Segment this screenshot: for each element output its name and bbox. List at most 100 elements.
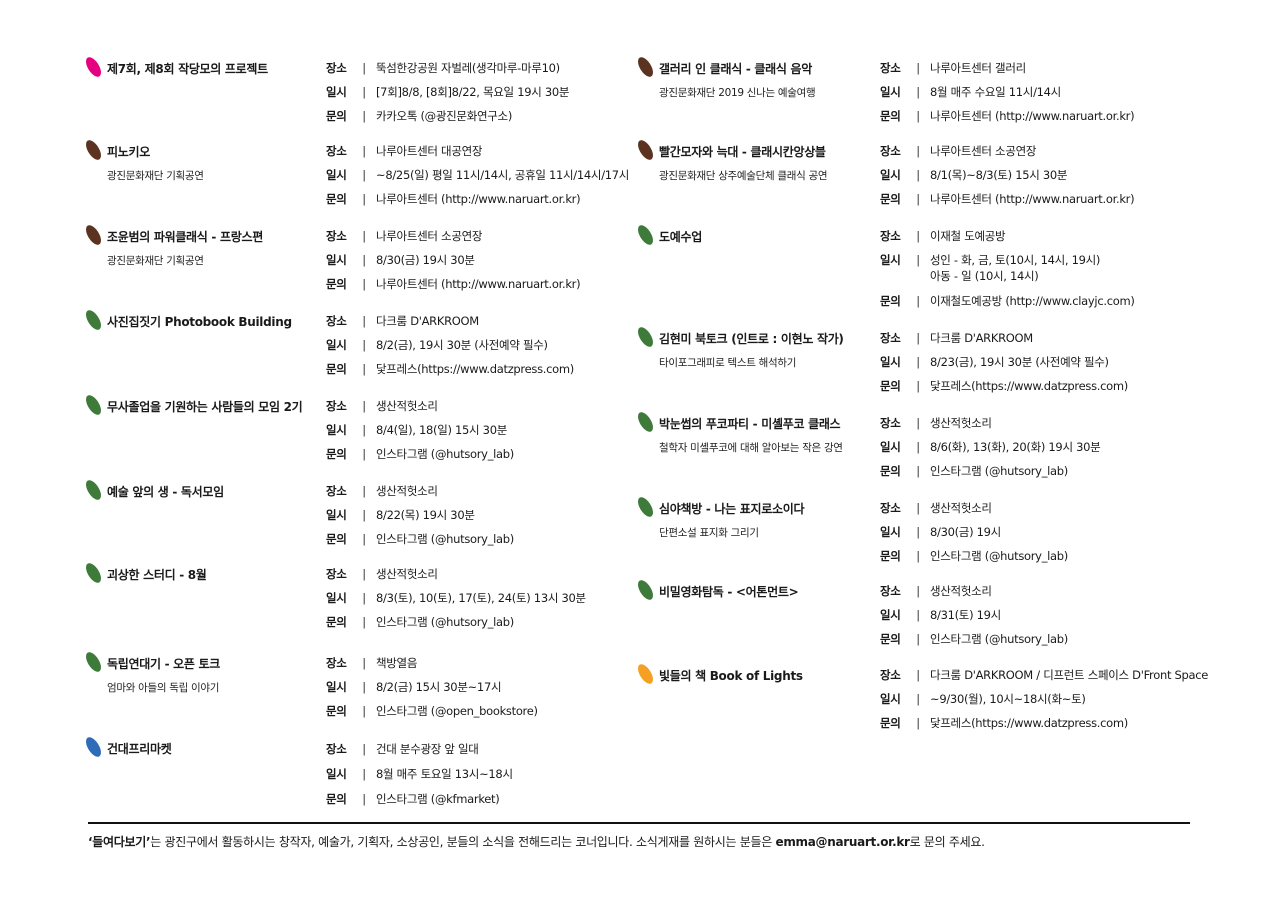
info-value: 8월 매주 수요일 11시/14시 bbox=[930, 84, 1061, 100]
info-label: 문의 bbox=[880, 464, 901, 478]
separator: | bbox=[362, 61, 366, 75]
date-line: 8/6(화), 13(화), 20(화) 19시 30분 bbox=[930, 440, 1101, 454]
event-contact-row: 문의 | 인스타그램 (@hutsory_lab) bbox=[880, 631, 1068, 647]
date-line: [7회]8/8, [8회]8/22, 목요일 19시 30분 bbox=[376, 85, 570, 99]
separator: | bbox=[362, 615, 366, 629]
info-value[interactable]: 인스타그램 (@hutsory_lab) bbox=[930, 632, 1068, 646]
info-label: 문의 bbox=[880, 379, 901, 393]
info-label: 문의 bbox=[880, 192, 901, 206]
info-label: 문의 bbox=[326, 532, 347, 546]
info-value: 생산적헛소리 bbox=[376, 567, 438, 581]
info-value: 생산적헛소리 bbox=[930, 584, 992, 598]
event-title: 김현미 북토크 (인트로 : 이현노 작가) bbox=[659, 332, 844, 346]
footer-email[interactable]: emma@naruart.or.kr bbox=[775, 835, 910, 849]
event-marker-icon bbox=[635, 494, 656, 520]
info-value[interactable]: 닻프레스(https://www.datzpress.com) bbox=[930, 716, 1128, 730]
separator: | bbox=[362, 423, 366, 437]
date-line: 8/2(금), 19시 30분 (사전예약 필수) bbox=[376, 338, 548, 352]
info-label: 문의 bbox=[880, 632, 901, 646]
info-value[interactable]: 인스타그램 (@kfmarket) bbox=[376, 792, 500, 806]
info-label: 일시 bbox=[880, 692, 901, 706]
info-label: 일시 bbox=[880, 525, 901, 539]
date-line: 성인 - 화, 금, 토(10시, 14시, 19시) bbox=[930, 253, 1101, 267]
info-value[interactable]: 인스타그램 (@hutsory_lab) bbox=[376, 447, 514, 461]
info-value[interactable]: 인스타그램 (@hutsory_lab) bbox=[930, 549, 1068, 563]
separator: | bbox=[916, 355, 920, 369]
info-value[interactable]: 나루아트센터 (http://www.naruart.or.kr) bbox=[376, 192, 581, 206]
separator: | bbox=[916, 294, 920, 308]
info-value[interactable]: 인스타그램 (@hutsory_lab) bbox=[376, 615, 514, 629]
event-place-row: 장소 | 생산적헛소리 bbox=[880, 583, 992, 599]
info-label: 일시 bbox=[326, 85, 347, 99]
event-marker-icon bbox=[83, 307, 104, 333]
event-contact-row: 문의 | 닻프레스(https://www.datzpress.com) bbox=[880, 378, 1128, 394]
event-marker-icon bbox=[635, 661, 656, 687]
info-value: 다크룸 D'ARKROOM / 디프런트 스페이스 D'Front Space bbox=[930, 668, 1209, 682]
event-place-row: 장소 | 생산적헛소리 bbox=[880, 500, 992, 516]
info-value: 8/6(화), 13(화), 20(화) 19시 30분 bbox=[930, 439, 1101, 455]
event-place-row: 장소 | 건대 분수광장 앞 일대 bbox=[326, 741, 479, 757]
event-marker-icon bbox=[635, 577, 656, 603]
separator: | bbox=[362, 168, 366, 182]
event-marker-icon bbox=[635, 409, 656, 435]
date-line: 8/30(금) 19시 bbox=[930, 525, 1001, 539]
info-value: 생산적헛소리 bbox=[376, 484, 438, 498]
separator: | bbox=[362, 144, 366, 158]
event-title: 심야책방 - 나는 표지로소이다 bbox=[659, 502, 805, 516]
info-value: 책방열음 bbox=[376, 656, 418, 670]
separator: | bbox=[916, 416, 920, 430]
event-contact-row: 문의 | 인스타그램 (@hutsory_lab) bbox=[326, 614, 514, 630]
info-value[interactable]: 나루아트센터 (http://www.naruart.or.kr) bbox=[930, 109, 1135, 123]
event-title: 박눈썹의 푸코파티 - 미셸푸코 클래스 bbox=[659, 417, 841, 431]
event-place-row: 장소 | 책방열음 bbox=[326, 655, 417, 671]
info-value: 생산적헛소리 bbox=[930, 501, 992, 515]
info-value: 나루아트센터 소공연장 bbox=[930, 144, 1037, 158]
event-date-row: 일시 | [7회]8/8, [8회]8/22, 목요일 19시 30분 bbox=[326, 84, 569, 100]
event-date-row: 일시 | 8/2(금) 15시 30분~17시 bbox=[326, 679, 502, 695]
info-value: [7회]8/8, [8회]8/22, 목요일 19시 30분 bbox=[376, 84, 569, 100]
info-value: 건대 분수광장 앞 일대 bbox=[376, 742, 479, 756]
event-marker-icon bbox=[83, 560, 104, 586]
separator: | bbox=[362, 362, 366, 376]
event-contact-row: 문의 | 인스타그램 (@hutsory_lab) bbox=[880, 548, 1068, 564]
info-value[interactable]: 인스타그램 (@hutsory_lab) bbox=[930, 464, 1068, 478]
event-marker-icon bbox=[83, 734, 104, 760]
separator: | bbox=[916, 109, 920, 123]
separator: | bbox=[916, 192, 920, 206]
info-value[interactable]: 카카오톡 (@광진문화연구소) bbox=[376, 109, 513, 123]
info-value[interactable]: 닻프레스(https://www.datzpress.com) bbox=[376, 362, 574, 376]
info-label: 장소 bbox=[326, 656, 347, 670]
info-value[interactable]: 인스타그램 (@hutsory_lab) bbox=[376, 532, 514, 546]
separator: | bbox=[362, 277, 366, 291]
event-date-row: 일시 | 8/30(금) 19시 30분 bbox=[326, 252, 475, 268]
info-label: 일시 bbox=[880, 355, 901, 369]
info-value[interactable]: 닻프레스(https://www.datzpress.com) bbox=[930, 379, 1128, 393]
footer-text-end: 로 문의 주세요. bbox=[909, 835, 985, 849]
event-contact-row: 문의 | 인스타그램 (@hutsory_lab) bbox=[326, 531, 514, 547]
info-label: 문의 bbox=[326, 192, 347, 206]
event-date-row: 일시 | 성인 - 화, 금, 토(10시, 14시, 19시) 아동 - 일 (10… bbox=[880, 252, 1100, 284]
info-value[interactable]: 인스타그램 (@open_bookstore) bbox=[376, 704, 538, 718]
event-date-row: 일시 | 8/23(금), 19시 30분 (사전예약 필수) bbox=[880, 354, 1109, 370]
info-label: 일시 bbox=[326, 680, 347, 694]
info-value[interactable]: 나루아트센터 (http://www.naruart.or.kr) bbox=[930, 192, 1135, 206]
event-subtitle: 단편소설 표지화 그리기 bbox=[659, 527, 759, 539]
info-value: 8월 매주 토요일 13시~18시 bbox=[376, 766, 513, 782]
event-title: 제7회, 제8회 작당모의 프로젝트 bbox=[107, 62, 268, 76]
separator: | bbox=[916, 608, 920, 622]
event-place-row: 장소 | 이재철 도예공방 bbox=[880, 228, 1006, 244]
info-value[interactable]: 나루아트센터 (http://www.naruart.or.kr) bbox=[376, 277, 581, 291]
info-label: 일시 bbox=[880, 608, 901, 622]
event-marker-icon bbox=[83, 54, 104, 80]
info-label: 문의 bbox=[326, 615, 347, 629]
event-subtitle: 철학자 미셸푸코에 대해 알아보는 작은 강연 bbox=[659, 442, 843, 454]
info-value[interactable]: 이재철도예공방 (http://www.clayjc.com) bbox=[930, 294, 1135, 308]
event-contact-row: 문의 | 인스타그램 (@hutsory_lab) bbox=[880, 463, 1068, 479]
event-subtitle: 광진문화재단 기획공연 bbox=[107, 255, 204, 267]
separator: | bbox=[362, 656, 366, 670]
info-label: 장소 bbox=[880, 144, 901, 158]
info-label: 장소 bbox=[880, 416, 901, 430]
event-title: 예술 앞의 생 - 독서모임 bbox=[107, 485, 224, 499]
event-date-row: 일시 | 8/3(토), 10(토), 17(토), 24(토) 13시 30분 bbox=[326, 590, 586, 606]
info-label: 문의 bbox=[880, 716, 901, 730]
